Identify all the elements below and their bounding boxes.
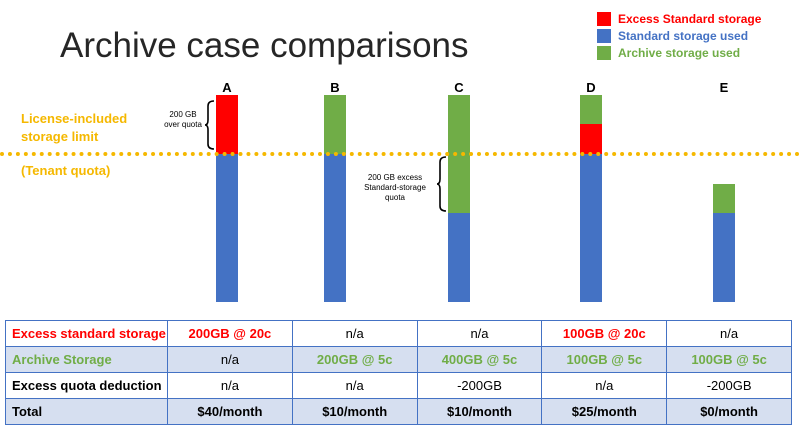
legend-swatch-standard <box>597 29 611 43</box>
page-title: Archive case comparisons <box>60 26 469 65</box>
row-header: Archive Storage <box>5 346 168 373</box>
legend-label-archive: Archive storage used <box>618 46 741 60</box>
table-cell-b: 200GB @ 5c <box>291 346 418 373</box>
table-row: Excess standard storage 200GB @ 20c n/a n/a… <box>5 320 792 347</box>
table-cell-e: 100GB @ 5c <box>666 346 792 373</box>
table-cell-c: 400GB @ 5c <box>416 346 543 373</box>
table-cell-d: n/a <box>541 372 668 399</box>
legend-item-excess: Excess Standard storage <box>597 11 761 27</box>
storage-limit-line <box>0 152 800 156</box>
case-letter-e: E <box>719 80 729 95</box>
bar-d-excess <box>580 124 602 154</box>
bar-d-archive <box>580 94 602 125</box>
bar-c-standard <box>448 213 470 302</box>
table-cell-a: n/a <box>167 346 293 373</box>
bar-b-standard <box>324 154 346 302</box>
row-header: Excess standard storage <box>5 320 168 347</box>
table-cell-c: n/a <box>416 320 543 347</box>
table-cell-c: $10/month <box>416 398 543 425</box>
table-cell-a: 200GB @ 20c <box>167 320 293 347</box>
table-cell-b: n/a <box>291 320 418 347</box>
legend-item-archive: Archive storage used <box>597 45 740 61</box>
table-row: Total $40/month $10/month $10/month $25/mont… <box>5 398 792 425</box>
table-cell-d: $25/month <box>541 398 668 425</box>
tenant-quota-label: (Tenant quota) <box>21 163 111 178</box>
table-row: Archive Storage n/a 200GB @ 5c 400GB @ 5c 10… <box>5 346 792 373</box>
annotation-a: 200 GB over quota <box>160 110 206 130</box>
table-row: Excess quota deduction n/a n/a -200GB n/a -20… <box>5 372 792 399</box>
bar-b-archive <box>324 94 346 154</box>
case-letter-c: C <box>454 80 464 95</box>
bar-e-standard <box>713 213 735 302</box>
table-cell-a: $40/month <box>167 398 293 425</box>
annotation-a-line1: 200 GB <box>169 110 197 119</box>
legend-swatch-excess <box>597 12 611 26</box>
bar-e-archive <box>713 183 735 214</box>
table-cell-d: 100GB @ 5c <box>541 346 668 373</box>
annotation-c: 200 GB excess Standard-storage quota <box>355 173 435 203</box>
annotation-a-line2: over quota <box>164 120 202 129</box>
row-header: Total <box>5 398 168 425</box>
case-letter-d: D <box>586 80 596 95</box>
table-cell-b: $10/month <box>291 398 418 425</box>
table-cell-a: n/a <box>167 372 293 399</box>
table-cell-d: 100GB @ 20c <box>541 320 668 347</box>
comparison-table: Excess standard storage 200GB @ 20c n/a n/a… <box>5 320 792 425</box>
case-letter-a: A <box>222 80 232 95</box>
annotation-c-line3: quota <box>384 193 406 202</box>
bar-d-standard <box>580 154 602 302</box>
brace-a <box>204 100 215 150</box>
case-letter-b: B <box>330 80 340 95</box>
legend-label-excess: Excess Standard storage <box>618 12 762 26</box>
limit-label-line2: storage limit <box>21 129 99 144</box>
limit-label: License-included storage limit <box>21 110 127 146</box>
table-cell-e: n/a <box>666 320 792 347</box>
annotation-c-line1: 200 GB excess <box>367 173 423 182</box>
brace-c <box>436 156 447 212</box>
legend-swatch-archive <box>597 46 611 60</box>
legend-label-standard: Standard storage used <box>618 29 749 43</box>
legend-item-standard: Standard storage used <box>597 28 748 44</box>
limit-label-line1: License-included <box>21 111 128 126</box>
table-cell-c: -200GB <box>416 372 543 399</box>
bar-a-excess <box>216 94 238 154</box>
table-cell-b: n/a <box>291 372 418 399</box>
annotation-c-line2: Standard-storage <box>364 183 426 192</box>
table-cell-e: -200GB <box>666 372 792 399</box>
bar-a-standard <box>216 154 238 302</box>
row-header: Excess quota deduction <box>5 372 168 399</box>
table-cell-e: $0/month <box>666 398 792 425</box>
